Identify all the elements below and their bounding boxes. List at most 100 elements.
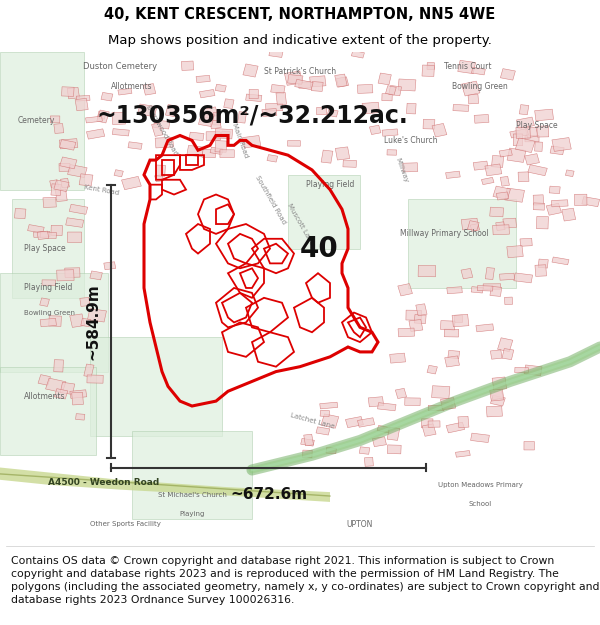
Text: ~584.9m: ~584.9m xyxy=(86,282,101,359)
Bar xyxy=(428,421,440,428)
Bar xyxy=(389,86,401,96)
Bar xyxy=(276,92,287,105)
Text: Allotments: Allotments xyxy=(24,392,65,401)
Bar xyxy=(199,112,214,126)
Bar xyxy=(377,402,396,411)
Bar xyxy=(56,270,74,281)
Text: ~130356m²/~32.212ac.: ~130356m²/~32.212ac. xyxy=(96,104,408,128)
Bar xyxy=(444,329,459,337)
Bar xyxy=(518,172,529,182)
Bar xyxy=(398,284,412,296)
Bar xyxy=(455,451,470,458)
Bar xyxy=(470,224,479,231)
Bar xyxy=(335,147,350,160)
Bar xyxy=(514,273,533,283)
Bar xyxy=(284,71,302,86)
Bar xyxy=(132,431,252,519)
Bar xyxy=(461,218,478,230)
Bar xyxy=(112,112,125,124)
Bar xyxy=(42,280,56,286)
Bar xyxy=(388,445,401,454)
Bar xyxy=(483,284,501,289)
Bar xyxy=(196,76,210,82)
Bar xyxy=(68,232,82,242)
Bar xyxy=(490,395,505,406)
Bar xyxy=(304,434,314,446)
Bar xyxy=(122,176,142,190)
Bar xyxy=(440,398,455,410)
Bar xyxy=(448,351,460,359)
Bar xyxy=(210,120,221,129)
Text: Play Space: Play Space xyxy=(24,244,65,253)
Text: Playing Field: Playing Field xyxy=(24,284,73,292)
Bar xyxy=(143,84,156,95)
Bar xyxy=(40,298,49,306)
Bar xyxy=(423,119,435,129)
Bar xyxy=(87,375,103,383)
Bar xyxy=(155,174,164,182)
Bar xyxy=(497,338,513,352)
Text: School: School xyxy=(469,501,491,508)
Bar xyxy=(352,51,364,58)
Bar xyxy=(502,349,514,359)
Bar xyxy=(500,176,509,186)
Bar xyxy=(398,328,415,337)
Bar xyxy=(238,112,247,123)
Bar xyxy=(187,146,203,157)
Bar xyxy=(427,62,434,69)
Bar xyxy=(40,318,56,327)
Bar xyxy=(90,271,103,280)
Bar xyxy=(14,208,26,219)
Bar xyxy=(86,129,105,139)
Bar xyxy=(346,416,364,428)
Bar xyxy=(271,84,285,94)
Bar xyxy=(62,87,74,96)
Bar xyxy=(562,208,575,221)
Text: Play Space: Play Space xyxy=(517,121,558,130)
Bar xyxy=(409,319,423,331)
Bar xyxy=(461,81,480,96)
Bar xyxy=(492,377,506,390)
Bar xyxy=(321,414,339,428)
Text: Allotments: Allotments xyxy=(111,82,153,91)
Bar xyxy=(389,353,406,363)
Bar xyxy=(189,132,204,141)
Bar xyxy=(490,350,502,359)
Bar xyxy=(68,164,87,177)
Bar xyxy=(505,297,512,304)
Bar xyxy=(221,131,230,138)
Bar xyxy=(316,427,330,435)
Bar xyxy=(525,136,539,142)
Bar xyxy=(114,169,124,177)
Bar xyxy=(385,86,396,95)
Bar xyxy=(320,402,338,409)
Bar xyxy=(55,389,68,399)
Bar xyxy=(406,103,416,114)
Text: Southfield Road: Southfield Road xyxy=(254,174,286,225)
Bar xyxy=(299,82,311,88)
Bar xyxy=(288,175,360,249)
Bar xyxy=(327,109,338,117)
Bar xyxy=(215,141,227,152)
Text: St Michael's Church: St Michael's Church xyxy=(158,491,226,498)
Text: Millway: Millway xyxy=(395,157,409,183)
Bar xyxy=(301,438,314,446)
Bar xyxy=(101,92,113,101)
Bar xyxy=(519,104,529,115)
Bar xyxy=(496,192,509,200)
Bar xyxy=(51,184,61,196)
Bar xyxy=(490,286,502,296)
Bar xyxy=(90,337,222,436)
Bar xyxy=(242,136,261,148)
Text: Bowling Green: Bowling Green xyxy=(24,309,75,316)
Bar xyxy=(455,316,463,322)
Bar xyxy=(54,180,69,191)
Bar xyxy=(533,203,545,210)
Bar xyxy=(86,116,103,123)
Bar xyxy=(81,318,91,327)
Bar xyxy=(46,378,66,392)
Bar xyxy=(59,139,78,149)
Bar xyxy=(468,94,479,104)
Bar xyxy=(0,273,108,372)
Bar xyxy=(104,262,116,270)
